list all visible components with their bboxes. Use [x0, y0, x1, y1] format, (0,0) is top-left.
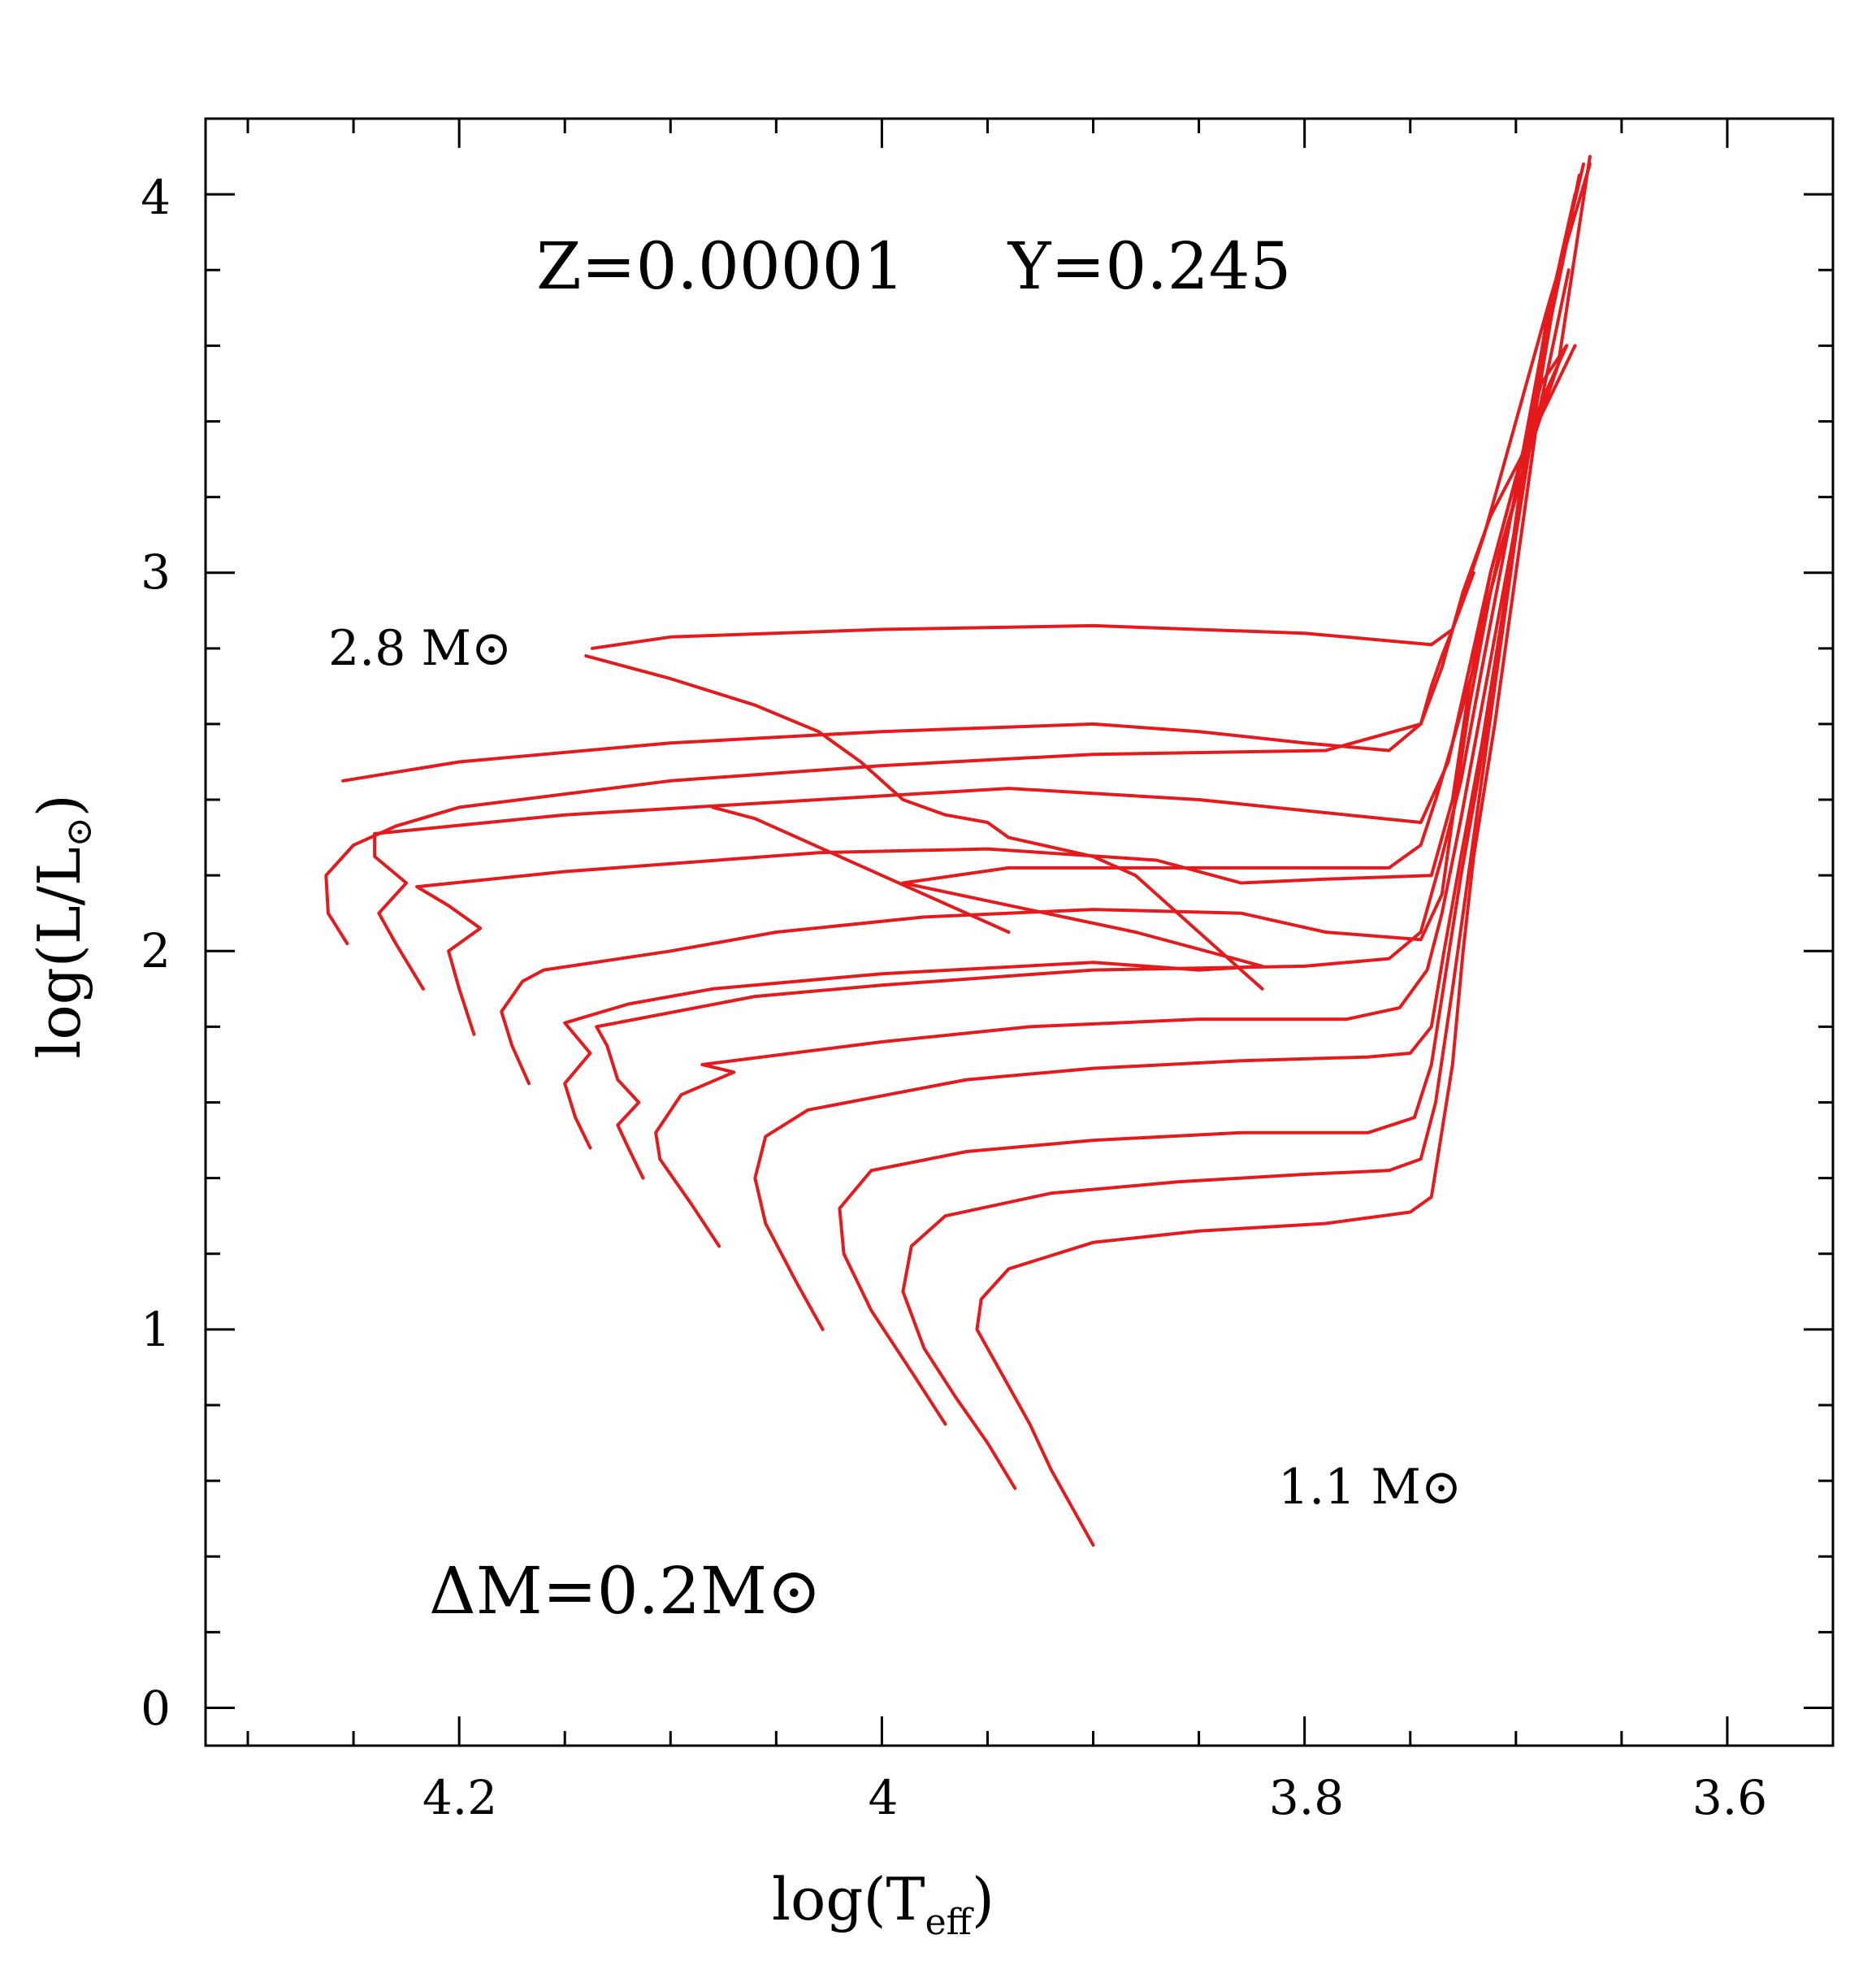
- track-line-1: [975, 268, 1571, 1547]
- track-line-4: [753, 193, 1577, 1331]
- x-tick-labels: 4.2 4 3.8 3.6: [422, 1770, 1767, 1825]
- y-tick-label: 2: [141, 923, 171, 978]
- track-line-6: [595, 162, 1585, 1180]
- top-mass-label: 2.8 M⊙: [328, 620, 512, 677]
- y-tick-label: 3: [141, 544, 171, 600]
- track-line-5: [654, 173, 1581, 1248]
- track-line-15: [711, 805, 1011, 934]
- track-line-12: [341, 571, 1475, 783]
- axis-ticks: [206, 119, 1833, 1746]
- x-tick-label: 4.2: [422, 1770, 497, 1825]
- composition-label: Z=0.00001 Y=0.245: [536, 228, 1291, 304]
- x-axis-title: log(Teff): [772, 1865, 994, 1943]
- x-tick-label: 4: [869, 1770, 899, 1825]
- track-line-13: [591, 162, 1592, 650]
- x-tick-label: 3.8: [1269, 1770, 1344, 1825]
- y-tick-label: 0: [141, 1681, 171, 1736]
- track-line-11: [324, 344, 1577, 945]
- track-line-8: [500, 362, 1560, 1086]
- x-tick-label: 3.6: [1692, 1770, 1767, 1825]
- plot-frame: [204, 117, 1835, 1747]
- y-axis-title: log(L/L⊙): [25, 794, 100, 1058]
- bottom-mass-label: 1.1 M⊙: [1278, 1459, 1462, 1516]
- mass-step-label: ΔM=0.2M⊙: [429, 1553, 821, 1629]
- y-tick-label: 1: [141, 1302, 171, 1357]
- track-line-3: [838, 211, 1575, 1426]
- track-line-9: [415, 344, 1569, 1036]
- track-line-10: [373, 344, 1569, 991]
- y-tick-labels: 0 1 2 3 4: [141, 170, 171, 1736]
- track-line-14: [584, 654, 1264, 991]
- y-tick-label: 4: [141, 170, 171, 225]
- evolutionary-tracks: [324, 154, 1592, 1547]
- track-line-2: [901, 249, 1564, 1490]
